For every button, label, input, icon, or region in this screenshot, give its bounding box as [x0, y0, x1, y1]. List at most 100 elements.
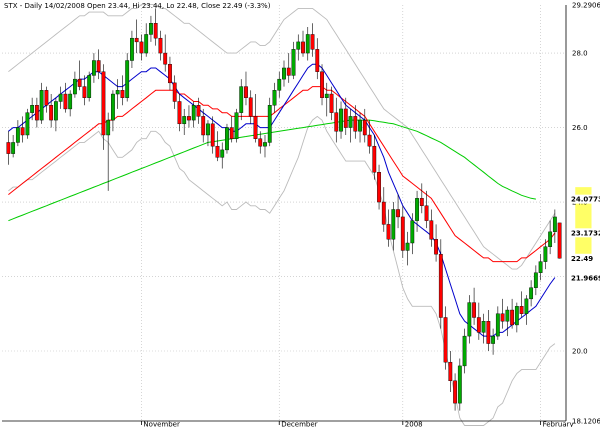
candle [34, 97, 39, 128]
candles-layer [6, 8, 562, 411]
candle-body [443, 317, 448, 363]
candle-body [158, 37, 163, 54]
candle [92, 53, 96, 83]
candle-body [206, 123, 210, 136]
candle [220, 142, 225, 169]
candle-body [296, 41, 301, 50]
candle-body [115, 90, 120, 95]
candle-body [34, 105, 39, 121]
candle [6, 131, 11, 165]
price-tag-green: 24.0773 [571, 196, 600, 204]
candle-body [396, 209, 400, 218]
candle-body [11, 142, 16, 154]
candle-body [168, 64, 172, 84]
candle-body [277, 78, 282, 91]
candle [372, 134, 377, 180]
candle [524, 295, 529, 325]
candle-body [419, 198, 424, 206]
x-tick-label: December [281, 421, 317, 427]
candle [182, 108, 187, 135]
candle [134, 19, 139, 54]
candle [263, 134, 267, 158]
candle-body [234, 112, 239, 139]
candle-body [172, 82, 177, 102]
candle-body [415, 198, 419, 221]
candle [210, 116, 215, 154]
candle-body [377, 172, 381, 203]
candle [538, 254, 543, 281]
candle-body [320, 71, 324, 98]
candle [291, 41, 296, 80]
candle [63, 82, 68, 113]
candle [362, 108, 367, 143]
ma-long-line [8, 119, 536, 222]
candle-body [248, 97, 253, 117]
candle-body [329, 93, 334, 113]
candle [453, 373, 457, 411]
candle [172, 75, 177, 109]
candle [500, 298, 505, 329]
candle-body [434, 239, 438, 255]
candle-body [529, 287, 534, 300]
candle [258, 131, 263, 154]
candle-body [405, 242, 410, 251]
candle [177, 94, 182, 132]
candle [529, 280, 534, 307]
candle-body [391, 209, 396, 240]
y-tick-label: 29.2906 [572, 2, 600, 10]
candle [315, 38, 320, 80]
candle-body [381, 201, 386, 225]
candle-body [343, 108, 348, 128]
candle-body [400, 216, 405, 251]
candle-body [301, 41, 305, 54]
price-tag-blue: 21.9669 [571, 274, 600, 282]
candle-body [101, 71, 106, 136]
candle-body [533, 272, 538, 288]
candle [305, 26, 310, 61]
candle-body [510, 309, 515, 326]
candle-body [139, 41, 144, 54]
candle-body [210, 123, 215, 147]
candle [106, 112, 111, 191]
candle [310, 23, 315, 57]
candle [495, 306, 500, 340]
candle-body [514, 306, 519, 326]
candle-body [267, 105, 272, 143]
candle [481, 313, 486, 344]
candle [514, 302, 519, 333]
candle [30, 97, 35, 121]
price-tag-bg [569, 253, 600, 263]
candle [400, 205, 405, 258]
price-tag-red: 23.1732 [571, 229, 600, 237]
candle-body [315, 49, 320, 72]
candle [348, 108, 353, 143]
candle [253, 94, 258, 143]
candle [443, 306, 448, 370]
candle-body [495, 313, 500, 337]
price-tag-last: 22.49 [571, 255, 593, 263]
candle-body [486, 321, 491, 344]
candle [367, 120, 372, 154]
candle-body [505, 309, 510, 322]
candle [77, 60, 82, 91]
candle-body [6, 142, 11, 154]
candle-body [30, 105, 35, 113]
candle-body [438, 253, 443, 318]
candle-body [149, 23, 153, 35]
candle [196, 97, 201, 124]
highlight-box [575, 187, 592, 262]
candle-body [552, 216, 557, 233]
candle [139, 34, 144, 61]
candle [358, 112, 362, 143]
candle [130, 30, 134, 68]
candle [153, 8, 158, 46]
candle [101, 64, 106, 150]
candle-body [481, 321, 486, 333]
price-tag-bg [569, 194, 600, 204]
candle [320, 64, 324, 106]
candle-body [476, 317, 481, 333]
candle-body [538, 261, 543, 273]
candle [429, 209, 434, 247]
